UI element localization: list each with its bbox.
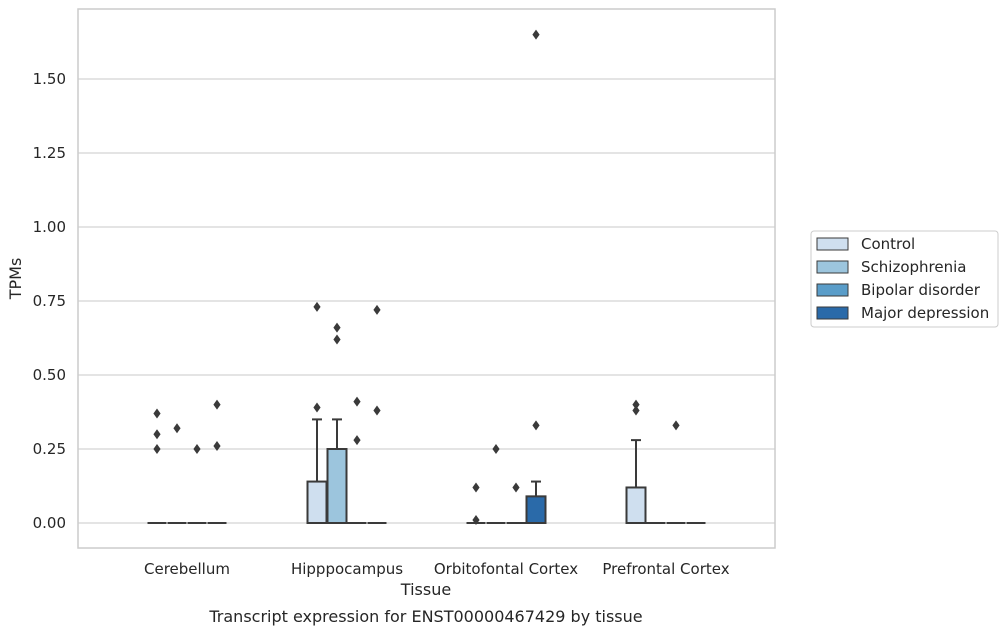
outlier-point bbox=[472, 482, 480, 493]
outlier-point bbox=[532, 29, 540, 40]
y-tick-label: 1.25 bbox=[33, 144, 66, 162]
legend-label: Major depression bbox=[861, 304, 989, 322]
x-tick-label: Hipppocampus bbox=[291, 560, 403, 578]
legend-frame bbox=[810, 230, 999, 328]
outlier-point bbox=[153, 429, 161, 440]
box-control-0 bbox=[147, 408, 167, 524]
outlier-point bbox=[213, 441, 221, 452]
box-schizophrenia-0 bbox=[167, 423, 187, 524]
legend-label: Bipolar disorder bbox=[861, 281, 981, 299]
legend-swatch bbox=[816, 306, 849, 320]
outlier-point bbox=[333, 322, 341, 333]
box-body bbox=[306, 480, 328, 524]
outlier-point bbox=[373, 405, 381, 416]
legend-swatch bbox=[816, 283, 849, 297]
outlier-point bbox=[472, 515, 480, 526]
legend: Control Schizophrenia Bipolar disorder Majo… bbox=[810, 230, 999, 328]
legend-swatch bbox=[816, 260, 849, 274]
outlier-point bbox=[193, 444, 201, 454]
legend-swatch bbox=[816, 237, 849, 251]
box-body bbox=[625, 486, 647, 525]
outlier-point bbox=[333, 334, 341, 345]
outlier-point bbox=[672, 420, 680, 431]
box-schizophrenia-2 bbox=[486, 444, 506, 524]
outlier-point bbox=[353, 435, 361, 446]
plot-area-frame bbox=[77, 8, 776, 549]
box-body bbox=[326, 448, 348, 524]
legend-label: Control bbox=[861, 235, 915, 253]
outlier-point bbox=[313, 402, 321, 413]
y-tick-label: 1.50 bbox=[33, 70, 66, 88]
box-control-3 bbox=[625, 399, 647, 525]
outlier-point bbox=[632, 405, 640, 416]
box-major-depression-0 bbox=[207, 399, 227, 524]
x-tick-label: Prefrontal Cortex bbox=[602, 560, 729, 578]
y-tick-labels: 0.00 0.25 0.50 0.75 1.00 1.25 1.50 bbox=[33, 70, 66, 532]
outlier-point bbox=[153, 444, 161, 454]
box-control-2 bbox=[466, 482, 486, 526]
y-tick-label: 1.00 bbox=[33, 218, 66, 236]
outlier-point bbox=[353, 396, 361, 407]
x-tick-label: Orbitofontal Cortex bbox=[434, 560, 578, 578]
box-body bbox=[525, 495, 547, 524]
outlier-point bbox=[153, 408, 161, 419]
box-bipolar-disorder-2 bbox=[506, 482, 526, 524]
gridlines bbox=[78, 78, 775, 524]
y-tick-label: 0.00 bbox=[33, 514, 66, 532]
outlier-point bbox=[512, 482, 520, 493]
outlier-point bbox=[313, 301, 321, 312]
boxes-layer bbox=[147, 29, 706, 526]
box-control-1 bbox=[306, 301, 328, 524]
x-axis-label: Tissue bbox=[400, 580, 451, 599]
outlier-point bbox=[532, 420, 540, 431]
box-major-depression-2 bbox=[525, 29, 547, 524]
outlier-point bbox=[492, 444, 500, 454]
outlier-point bbox=[173, 423, 181, 434]
y-tick-label: 0.75 bbox=[33, 292, 66, 310]
outlier-point bbox=[632, 399, 640, 410]
y-tick-label: 0.50 bbox=[33, 366, 66, 384]
outlier-point bbox=[213, 399, 221, 410]
y-axis-label: TPMs bbox=[6, 258, 25, 301]
x-tick-labels: Cerebellum Hipppocampus Orbitofontal Corte… bbox=[144, 560, 730, 578]
y-tick-label: 0.25 bbox=[33, 440, 66, 458]
box-bipolar-disorder-3 bbox=[666, 420, 686, 524]
chart-caption: Transcript expression for ENST0000046742… bbox=[208, 607, 642, 626]
box-bipolar-disorder-1 bbox=[347, 396, 367, 524]
legend-label: Schizophrenia bbox=[861, 258, 966, 276]
box-major-depression-1 bbox=[367, 304, 387, 524]
box-bipolar-disorder-0 bbox=[187, 444, 207, 524]
box-schizophrenia-1 bbox=[326, 322, 348, 524]
x-tick-label: Cerebellum bbox=[144, 560, 230, 578]
outlier-point bbox=[373, 304, 381, 315]
